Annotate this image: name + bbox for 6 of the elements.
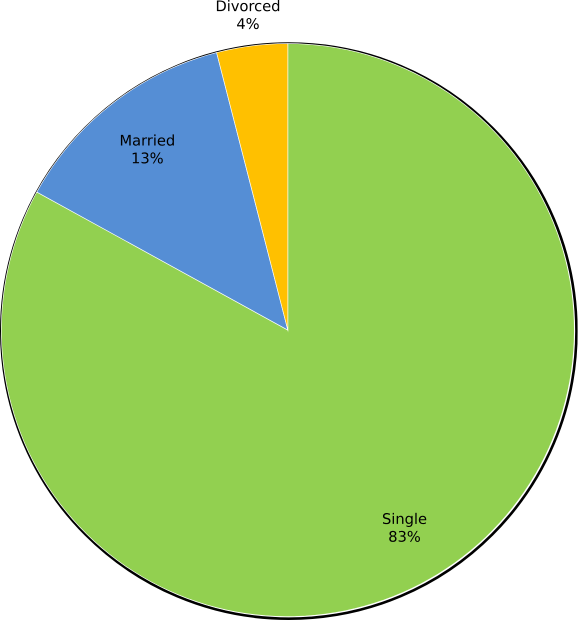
slice-label: Married bbox=[121, 134, 174, 146]
data-label: 13% bbox=[132, 152, 163, 164]
slice-label: Divorced bbox=[217, 0, 280, 12]
data-label: 4% bbox=[237, 18, 259, 30]
slice-label: Single bbox=[383, 512, 426, 527]
data-label: 83% bbox=[389, 530, 420, 542]
